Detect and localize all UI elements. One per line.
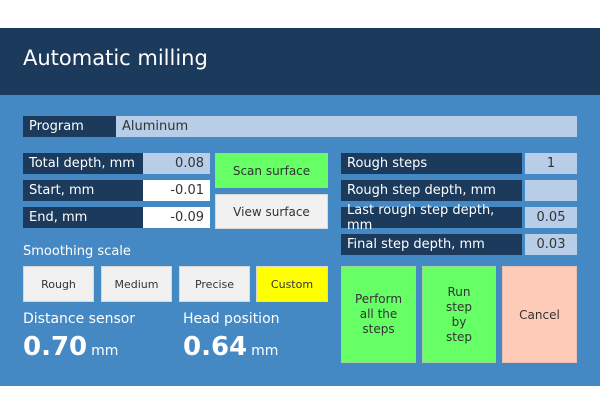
smoothing-scale-label: Smoothing scale — [23, 244, 131, 259]
rough-step-depth-value — [525, 180, 577, 201]
run-step-by-step-button[interactable]: Run step by step — [422, 266, 496, 363]
smoothing-custom-button[interactable]: Custom — [256, 266, 328, 302]
program-field[interactable]: Aluminum — [116, 116, 577, 137]
smoothing-medium-button[interactable]: Medium — [101, 266, 172, 302]
last-rough-step-depth-value: 0.05 — [525, 207, 577, 228]
head-position-readout: 0.64 mm — [183, 332, 278, 362]
distance-sensor-value: 0.70 — [23, 332, 88, 362]
program-label: Program — [23, 116, 116, 137]
start-label: Start, mm — [23, 180, 143, 201]
rough-step-depth-label: Rough step depth, mm — [341, 180, 522, 201]
start-input[interactable]: -0.01 — [143, 180, 210, 201]
head-position-value: 0.64 — [183, 332, 248, 362]
end-input[interactable]: -0.09 — [143, 207, 210, 228]
rough-steps-label: Rough steps — [341, 153, 522, 174]
cancel-button[interactable]: Cancel — [502, 266, 577, 363]
perform-all-steps-button[interactable]: Perform all the steps — [341, 266, 416, 363]
distance-sensor-readout: 0.70 mm — [23, 332, 118, 362]
last-rough-step-depth-label: Last rough step depth, mm — [341, 203, 522, 233]
final-step-depth-value: 0.03 — [525, 234, 577, 255]
rough-steps-value: 1 — [525, 153, 577, 174]
distance-sensor-label: Distance sensor — [23, 311, 136, 327]
distance-sensor-unit: mm — [91, 343, 119, 359]
head-position-unit: mm — [251, 343, 279, 359]
view-surface-button[interactable]: View surface — [215, 194, 328, 229]
scan-surface-button[interactable]: Scan surface — [215, 153, 328, 188]
final-step-depth-label: Final step depth, mm — [341, 234, 522, 255]
total-depth-label: Total depth, mm — [23, 153, 143, 174]
smoothing-precise-button[interactable]: Precise — [179, 266, 250, 302]
page-title: Automatic milling — [23, 46, 208, 70]
smoothing-rough-button[interactable]: Rough — [23, 266, 94, 302]
end-label: End, mm — [23, 207, 143, 228]
header-bar — [0, 28, 600, 95]
head-position-label: Head position — [183, 311, 280, 327]
total-depth-value: 0.08 — [143, 153, 210, 174]
